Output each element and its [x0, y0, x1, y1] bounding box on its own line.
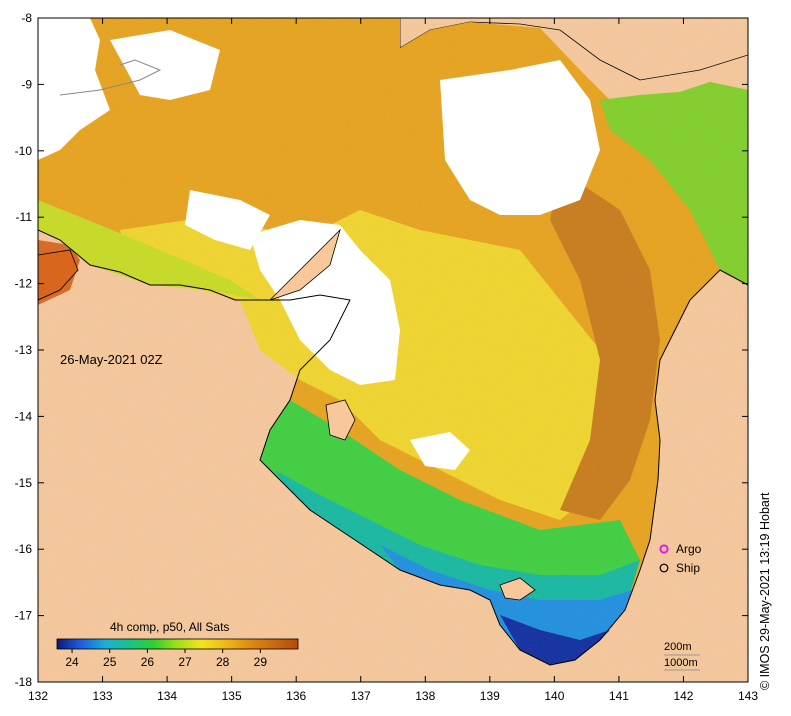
- y-tick-label: -14: [15, 409, 33, 423]
- y-tick-label: -16: [15, 542, 33, 556]
- colorbar-tick-label: 24: [65, 655, 79, 669]
- x-axis: 132 133 134 135 136 137 138 139 140 141 142 143: [28, 18, 758, 703]
- y-tick-label: -17: [15, 609, 33, 623]
- y-tick-label: -18: [15, 675, 33, 689]
- contour-200-label: 200m: [664, 641, 692, 653]
- cloud-north-east: [440, 60, 600, 215]
- ship-label: Ship: [676, 561, 700, 575]
- ship-marker-icon: [659, 563, 669, 573]
- colorbar-ticks: 24 25 26 27 28 29: [65, 649, 267, 669]
- colorbar-tick-label: 26: [141, 655, 155, 669]
- timestamp-label: 26-May-2021 02Z: [60, 352, 163, 367]
- y-tick-label: -9: [21, 77, 32, 91]
- cloud-gaps: [38, 18, 600, 470]
- x-tick-label: 142: [673, 689, 693, 703]
- x-tick-label: 137: [351, 689, 371, 703]
- colorbar-tick-label: 28: [216, 655, 230, 669]
- x-tick-label: 135: [222, 689, 242, 703]
- cloud-centre: [250, 220, 400, 385]
- y-tick-label: -13: [15, 343, 33, 357]
- island-melville: [38, 249, 79, 301]
- platform-legend: Argo Ship: [659, 542, 702, 575]
- y-tick-label: -11: [16, 210, 33, 224]
- y-tick-label: -10: [15, 144, 33, 158]
- island-west-spit: [269, 228, 341, 301]
- y-tick-label: -15: [15, 476, 33, 490]
- x-tick-label: 139: [480, 689, 500, 703]
- cloud-central-west: [185, 190, 270, 250]
- colorbar-tick-label: 27: [178, 655, 192, 669]
- x-tick-label: 141: [609, 689, 629, 703]
- argo-marker-icon: [659, 544, 669, 554]
- cloud-north-central: [110, 30, 220, 100]
- colorbar-title: 4h comp, p50, All Sats: [110, 620, 229, 634]
- y-axis: -8 -9 -10 -11 -12 -13 -14 -15 -16 -17 -18: [15, 11, 748, 689]
- depth-legend: 200m 1000m: [664, 641, 700, 671]
- cloud-small-south: [410, 432, 470, 470]
- contour-1000-label: 1000m: [664, 657, 698, 669]
- cloud-north-west: [38, 18, 110, 160]
- colorbar: 4h comp, p50, All Sats 24 25 26 27 28 29: [56, 620, 299, 669]
- island-groote: [325, 399, 356, 441]
- x-tick-label: 143: [738, 689, 758, 703]
- colorbar-tick-label: 29: [254, 655, 268, 669]
- argo-label: Argo: [676, 542, 702, 556]
- x-tick-label: 134: [157, 689, 177, 703]
- x-tick-label: 133: [93, 689, 113, 703]
- depth-contour-northwest: [59, 59, 162, 96]
- x-tick-label: 136: [286, 689, 306, 703]
- colorbar-tick-label: 25: [103, 655, 117, 669]
- y-tick-label: -12: [15, 277, 33, 291]
- x-tick-label: 140: [544, 689, 564, 703]
- x-tick-label: 132: [28, 689, 48, 703]
- credit-label: © IMOS 29-May-2021 13:19 Hobart: [758, 492, 772, 691]
- y-tick-label: -8: [21, 11, 32, 25]
- island-mornington: [499, 577, 536, 601]
- coastline-gulf: [38, 229, 748, 666]
- plot-area: [38, 18, 748, 682]
- colorbar-bar: [56, 638, 299, 650]
- x-tick-label: 138: [415, 689, 435, 703]
